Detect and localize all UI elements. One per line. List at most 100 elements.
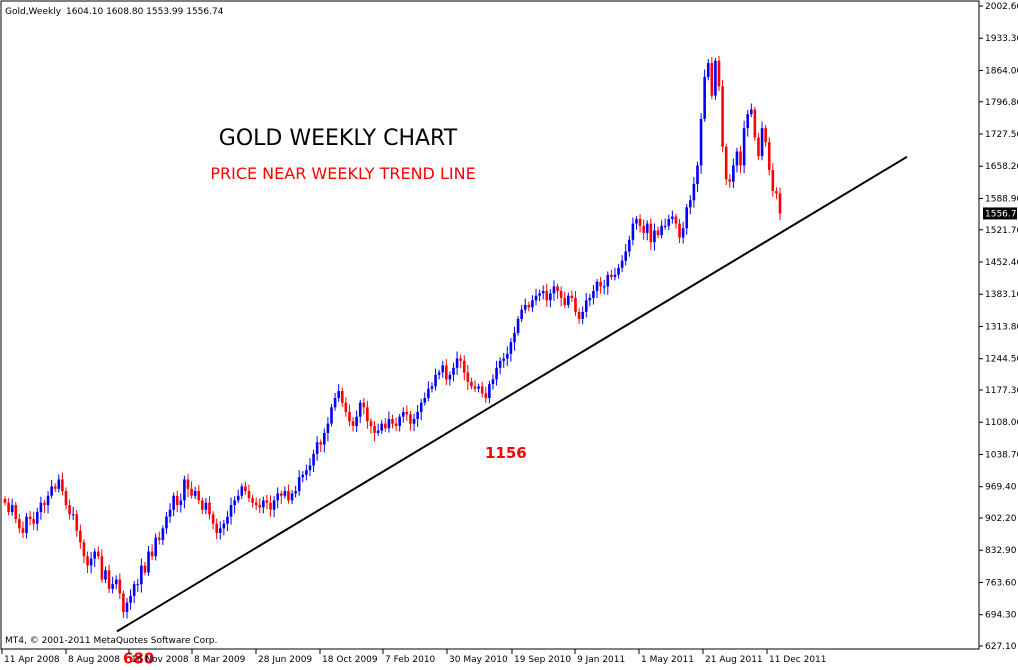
bear-candle	[473, 386, 477, 389]
y-tick-label: 627.10	[985, 642, 1017, 652]
bear-candle	[556, 286, 559, 292]
bear-candle	[721, 86, 724, 147]
y-tick-label: 1038.70	[985, 450, 1018, 460]
y-tick-label: 763.60	[985, 578, 1017, 588]
bear-candle	[201, 500, 204, 510]
bull-candle	[218, 528, 222, 533]
bull-candle	[376, 430, 380, 433]
bull-candle	[552, 286, 556, 294]
bull-candle	[452, 367, 455, 375]
bull-candle	[380, 423, 384, 431]
bull-candle	[39, 502, 43, 513]
y-tick-label: 1313.80	[985, 322, 1018, 332]
bear-candle	[480, 386, 484, 394]
bull-candle	[154, 537, 157, 557]
bull-candle	[437, 372, 441, 375]
bear-candle	[75, 514, 79, 531]
y-tick-label: 832.90	[985, 546, 1017, 556]
bull-candle	[165, 516, 168, 529]
bull-candle	[685, 207, 689, 229]
bull-candle	[624, 251, 628, 261]
bull-candle	[333, 398, 337, 408]
y-tick-label: 1864.00	[985, 66, 1018, 76]
bull-candle	[567, 295, 570, 305]
bull-candle	[25, 516, 28, 533]
bull-candle	[355, 416, 358, 426]
bear-candle	[79, 530, 82, 543]
bull-candle	[114, 579, 118, 585]
bear-candle	[14, 505, 18, 520]
bull-candle	[222, 523, 226, 529]
bull-candle	[523, 304, 527, 310]
x-tick-label: 1 May 2011	[641, 655, 694, 665]
bull-candle	[297, 477, 301, 492]
x-tick-label: 30 May 2010	[449, 655, 508, 665]
x-tick-label: 28 Jun 2009	[258, 655, 312, 665]
x-tick-label: 9 Jan 2011	[577, 655, 625, 665]
bull-candle	[592, 291, 595, 299]
bear-candle	[7, 502, 10, 513]
bull-candle	[448, 374, 452, 380]
bear-candle	[462, 360, 466, 373]
y-tick-label: 2002.60	[985, 2, 1018, 12]
bear-candle	[405, 412, 409, 415]
bear-candle	[86, 556, 89, 566]
bull-candle	[441, 365, 445, 373]
bull-candle	[534, 295, 538, 301]
bear-candle	[340, 391, 344, 403]
bear-candle	[18, 519, 21, 529]
bull-candle	[337, 391, 340, 399]
bull-candle	[229, 505, 233, 517]
bull-candle	[732, 165, 735, 182]
bear-candle	[258, 505, 262, 508]
bull-candle	[236, 495, 240, 501]
y-axis: 2002.60 1933.30 1864.00 1796.80 1727.50 1658.…	[979, 2, 1018, 652]
bull-candle	[498, 360, 502, 368]
bull-candle	[692, 184, 696, 201]
bull-candle	[125, 602, 129, 613]
bear-candle	[527, 304, 531, 308]
bear-candle	[96, 551, 100, 557]
bull-candle	[323, 432, 326, 445]
bull-candle	[427, 388, 430, 399]
bull-candle	[760, 128, 764, 157]
y-tick-label: 1521.70	[985, 226, 1018, 236]
bull-candle	[617, 267, 620, 275]
bull-candle	[301, 474, 305, 478]
bull-candle	[419, 402, 423, 413]
bull-candle	[204, 502, 208, 510]
low-annotation-1156: 1156	[485, 444, 527, 462]
bear-candle	[348, 412, 351, 422]
x-tick-label: 8 Mar 2009	[194, 655, 246, 665]
chart-subtitle: PRICE NEAR WEEKLY TREND LINE	[210, 164, 475, 183]
bear-candle	[369, 421, 373, 426]
bull-candle	[290, 493, 294, 501]
bear-candle	[190, 488, 193, 496]
bull-candle	[703, 77, 706, 119]
bull-candle	[193, 491, 197, 496]
bear-candle	[150, 551, 154, 557]
bull-candle	[430, 386, 434, 389]
bear-candle	[656, 230, 660, 236]
bull-candle	[516, 318, 520, 333]
bear-candle	[570, 295, 574, 299]
bull-candle	[434, 374, 437, 387]
bear-candle	[728, 179, 732, 182]
bear-candle	[43, 502, 46, 506]
bull-candle	[240, 486, 244, 496]
bull-candle	[111, 584, 114, 589]
bull-candle	[272, 500, 276, 510]
bull-candle	[168, 509, 172, 517]
bear-candle	[599, 281, 602, 287]
bear-candle	[724, 146, 728, 180]
bull-candle	[714, 60, 717, 96]
bear-candle	[269, 502, 272, 510]
bull-candle	[233, 500, 236, 506]
bull-candle	[488, 384, 491, 399]
bull-candle	[308, 465, 312, 471]
bull-candle	[326, 423, 330, 433]
bear-candle	[470, 381, 473, 387]
bear-candle	[254, 502, 258, 506]
bear-candle	[574, 298, 577, 312]
